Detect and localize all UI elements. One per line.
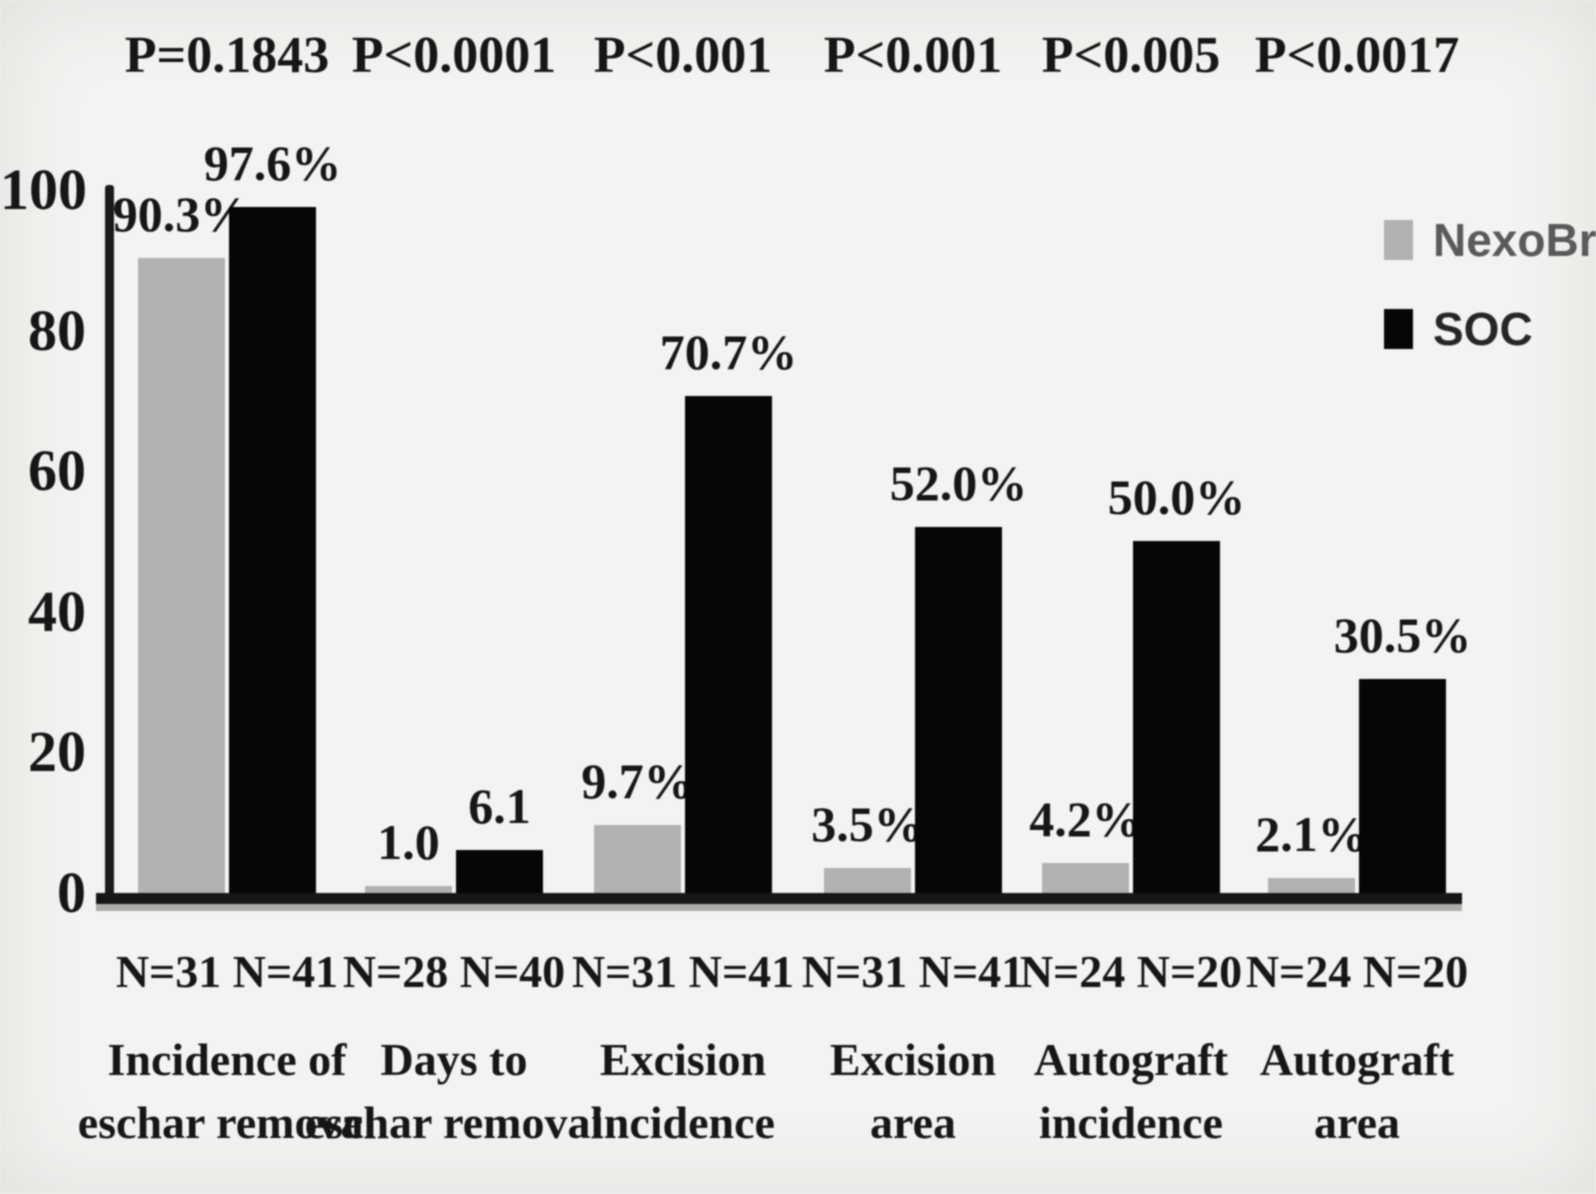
bar-nexobrid-4 bbox=[824, 868, 911, 893]
bar-nexobrid-2 bbox=[365, 886, 452, 893]
p-value-label: P<0.0001 bbox=[351, 27, 557, 84]
bar-value-label: 4.2% bbox=[1029, 791, 1142, 847]
bar-value-label: 2.1% bbox=[1255, 806, 1368, 862]
legend-item-nexobrid: NexoBrid bbox=[1384, 213, 1596, 267]
n-count-label: N=28 N=40 bbox=[342, 946, 566, 997]
bar-value-label: 1.0 bbox=[377, 814, 440, 870]
category-label: Excision incidence bbox=[591, 1034, 775, 1148]
bar-value-label: 90.3% bbox=[112, 186, 251, 242]
p-value-label: P<0.001 bbox=[593, 27, 773, 84]
soc-legend-swatch bbox=[1384, 309, 1413, 349]
p-value-label: P=0.1843 bbox=[124, 27, 330, 84]
bar-value-label: 30.5% bbox=[1333, 607, 1472, 663]
bar-value-label: 70.7% bbox=[659, 324, 798, 380]
x-axis-line bbox=[96, 893, 1462, 904]
bar-value-label: 3.5% bbox=[811, 796, 924, 852]
bar-value-label: 52.0% bbox=[889, 455, 1028, 511]
bar-soc-2 bbox=[456, 850, 543, 893]
y-tick-label: 0 bbox=[57, 860, 86, 925]
p-value-label: P<0.005 bbox=[1041, 27, 1221, 84]
legend-item-soc: SOC bbox=[1384, 302, 1533, 356]
bar-nexobrid-1 bbox=[138, 258, 225, 893]
bar-soc-5 bbox=[1133, 541, 1220, 893]
category-label: Days to eschar removal bbox=[304, 1034, 604, 1148]
y-tick-label: 100 bbox=[0, 157, 87, 222]
n-count-label: N=31 N=41 bbox=[801, 946, 1025, 997]
n-count-label: N=24 N=20 bbox=[1019, 946, 1243, 997]
bar-soc-1 bbox=[229, 207, 316, 893]
y-axis-line bbox=[105, 185, 114, 904]
y-tick-label: 20 bbox=[28, 719, 86, 785]
y-tick-label: 80 bbox=[28, 297, 86, 363]
bar-soc-6 bbox=[1359, 679, 1446, 893]
n-count-label: N=24 N=20 bbox=[1245, 946, 1469, 997]
bar-value-label: 6.1 bbox=[468, 778, 531, 834]
bar-soc-4 bbox=[915, 527, 1002, 893]
bar-value-label: 50.0% bbox=[1107, 469, 1246, 525]
n-count-label: N=31 N=41 bbox=[571, 946, 795, 997]
y-tick-label: 60 bbox=[28, 438, 86, 504]
bar-nexobrid-3 bbox=[594, 825, 681, 893]
bar-value-label: 97.6% bbox=[203, 135, 342, 191]
p-value-label: P<0.001 bbox=[823, 27, 1003, 84]
nexobrid-legend-label: NexoBrid bbox=[1433, 214, 1596, 266]
bar-nexobrid-6 bbox=[1268, 878, 1355, 893]
x-axis-shadow bbox=[96, 904, 1462, 911]
bar-soc-3 bbox=[685, 396, 772, 893]
category-label: Autograft area bbox=[1259, 1034, 1455, 1148]
nexobrid-legend-swatch bbox=[1384, 220, 1413, 260]
soc-legend-label: SOC bbox=[1433, 303, 1533, 355]
bar-value-label: 9.7% bbox=[581, 753, 694, 809]
category-label: Excision area bbox=[829, 1034, 997, 1148]
y-tick-label: 40 bbox=[28, 578, 86, 644]
bar-nexobrid-5 bbox=[1042, 863, 1129, 893]
p-value-label: P<0.0017 bbox=[1254, 27, 1460, 84]
category-label: Autograft incidence bbox=[1033, 1034, 1229, 1148]
category-label: Incidence of eschar removal bbox=[77, 1034, 377, 1148]
n-count-label: N=31 N=41 bbox=[115, 946, 339, 997]
